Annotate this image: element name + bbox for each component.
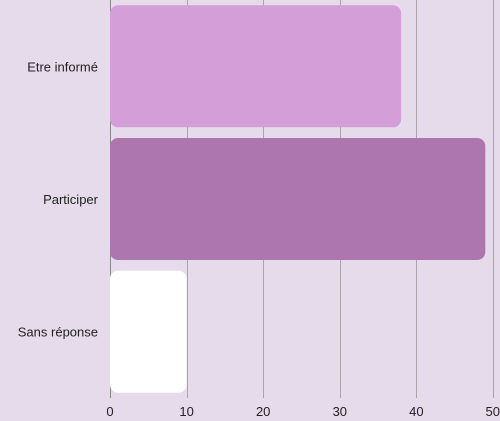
- bars: [110, 5, 486, 393]
- bar-3: [110, 270, 187, 393]
- category-labels: Etre informé Participer Sans réponse: [18, 59, 99, 339]
- x-tick-labels: 0 10 20 30 40 50: [106, 404, 500, 419]
- bar-1: [110, 5, 402, 128]
- x-tick-label-40: 40: [409, 404, 423, 419]
- bar-2: [110, 138, 486, 260]
- category-label-3: Sans réponse: [18, 325, 98, 340]
- x-tick-label-30: 30: [333, 404, 347, 419]
- x-tick-label-20: 20: [256, 404, 270, 419]
- x-tick-label-10: 10: [179, 404, 193, 419]
- category-label-2: Participer: [43, 192, 99, 207]
- x-tick-label-0: 0: [106, 404, 113, 419]
- category-label-1: Etre informé: [27, 59, 98, 74]
- x-tick-label-50: 50: [486, 404, 500, 419]
